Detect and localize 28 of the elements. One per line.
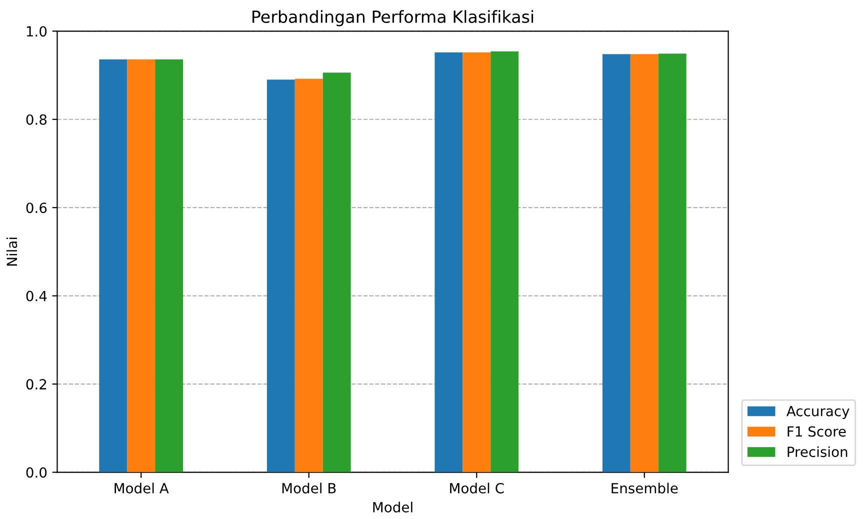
- x-axis-title: Model: [373, 502, 412, 512]
- y-tick-label: 0.6: [26, 202, 47, 214]
- y-tick-label: 0.2: [26, 379, 46, 390]
- y-tick-label: 0.0: [26, 467, 47, 478]
- bar: [658, 54, 686, 472]
- bar: [462, 52, 491, 472]
- bar: [155, 59, 184, 472]
- legend-label: Precision: [788, 446, 848, 458]
- x-tick-label: Model C: [450, 482, 504, 494]
- y-tick-label: 0.4: [26, 290, 47, 302]
- y-tick-label: 1.0: [26, 26, 47, 37]
- legend-label: F1 Score: [788, 426, 846, 437]
- legend-label: Accuracy: [786, 406, 850, 420]
- bar: [322, 72, 351, 472]
- y-tick-label: 0.8: [26, 114, 47, 125]
- bar: [434, 52, 463, 472]
- x-tick-label: Model B: [282, 482, 336, 494]
- y-axis-title: Nilai: [6, 238, 18, 266]
- chart-title: Perbandingan Performa Klasifikasi: [252, 10, 534, 26]
- bar: [294, 78, 323, 472]
- bar: [602, 54, 630, 472]
- bar: [630, 54, 658, 472]
- bar: [127, 59, 156, 472]
- bar: [490, 51, 519, 472]
- x-tick-label: Model A: [114, 482, 169, 494]
- bar: [99, 59, 128, 472]
- x-tick-label: Ensemble: [612, 482, 678, 494]
- bar: [266, 80, 295, 472]
